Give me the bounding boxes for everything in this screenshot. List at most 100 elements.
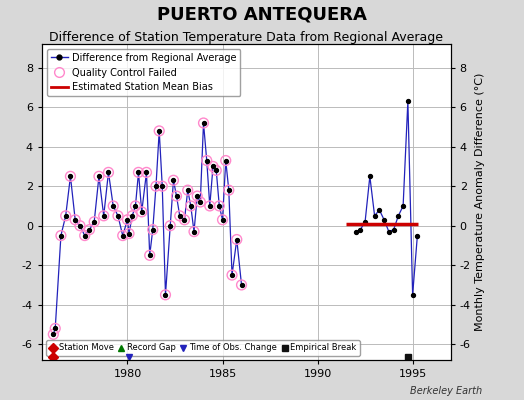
Point: [81, 232, 89, 239]
Point: [100, 213, 108, 219]
Point: [233, 236, 241, 243]
Point: [366, 173, 374, 180]
Point: [380, 216, 388, 223]
Point: [71, 216, 79, 223]
Point: [125, 230, 133, 237]
Point: [228, 272, 236, 278]
Point: [131, 203, 139, 209]
Point: [394, 213, 402, 219]
Point: [196, 199, 204, 205]
Point: [222, 157, 230, 164]
Point: [90, 218, 99, 225]
Point: [385, 228, 393, 235]
Point: [90, 218, 99, 225]
Point: [183, 187, 192, 193]
Point: [187, 203, 195, 209]
Point: [193, 193, 201, 199]
Point: [61, 213, 70, 219]
Point: [199, 120, 208, 126]
Point: [137, 209, 146, 215]
Point: [166, 222, 174, 229]
Point: [172, 193, 181, 199]
Point: [146, 252, 154, 258]
Point: [76, 222, 84, 229]
Point: [85, 226, 94, 233]
Point: [104, 169, 113, 176]
Point: [114, 213, 122, 219]
Point: [152, 183, 160, 190]
Text: Berkeley Earth: Berkeley Earth: [410, 386, 482, 396]
Point: [51, 325, 59, 332]
Point: [176, 213, 184, 219]
Point: [114, 213, 122, 219]
Point: [408, 292, 417, 298]
Point: [199, 120, 208, 126]
Point: [237, 282, 246, 288]
Point: [51, 325, 59, 332]
Point: [219, 216, 227, 223]
Point: [203, 157, 211, 164]
Point: [100, 213, 108, 219]
Point: [219, 216, 227, 223]
Point: [155, 128, 163, 134]
Point: [180, 216, 189, 223]
Point: [158, 183, 167, 190]
Point: [61, 213, 70, 219]
Point: [196, 199, 204, 205]
Point: [57, 232, 65, 239]
Point: [49, 331, 58, 338]
Point: [403, 98, 412, 104]
Point: [66, 173, 74, 180]
Point: [222, 157, 230, 164]
Point: [215, 203, 223, 209]
Point: [118, 232, 127, 239]
Point: [228, 272, 236, 278]
Point: [183, 187, 192, 193]
Point: [109, 203, 117, 209]
Point: [143, 169, 151, 176]
Point: [128, 213, 136, 219]
Point: [176, 213, 184, 219]
Point: [209, 163, 217, 170]
Point: [212, 167, 221, 174]
Point: [169, 177, 178, 184]
Point: [190, 228, 198, 235]
Point: [125, 230, 133, 237]
Point: [71, 216, 79, 223]
Point: [109, 203, 117, 209]
Point: [149, 226, 157, 233]
Point: [131, 203, 139, 209]
Point: [146, 252, 154, 258]
Point: [225, 187, 233, 193]
Point: [118, 232, 127, 239]
Point: [205, 203, 214, 209]
Point: [49, 331, 58, 338]
Point: [352, 228, 360, 235]
Point: [193, 193, 201, 199]
Point: [134, 169, 143, 176]
Point: [180, 216, 189, 223]
Point: [158, 183, 167, 190]
Point: [209, 163, 217, 170]
Point: [155, 128, 163, 134]
Point: [104, 169, 113, 176]
Text: PUERTO ANTEQUERA: PUERTO ANTEQUERA: [157, 6, 367, 24]
Point: [205, 203, 214, 209]
Point: [225, 187, 233, 193]
Point: [187, 203, 195, 209]
Point: [203, 157, 211, 164]
Point: [361, 218, 369, 225]
Point: [76, 222, 84, 229]
Point: [81, 232, 89, 239]
Point: [375, 207, 384, 213]
Point: [66, 173, 74, 180]
Point: [172, 193, 181, 199]
Point: [85, 226, 94, 233]
Point: [356, 226, 365, 233]
Point: [166, 222, 174, 229]
Point: [128, 213, 136, 219]
Point: [215, 203, 223, 209]
Point: [134, 169, 143, 176]
Point: [161, 292, 170, 298]
Point: [212, 167, 221, 174]
